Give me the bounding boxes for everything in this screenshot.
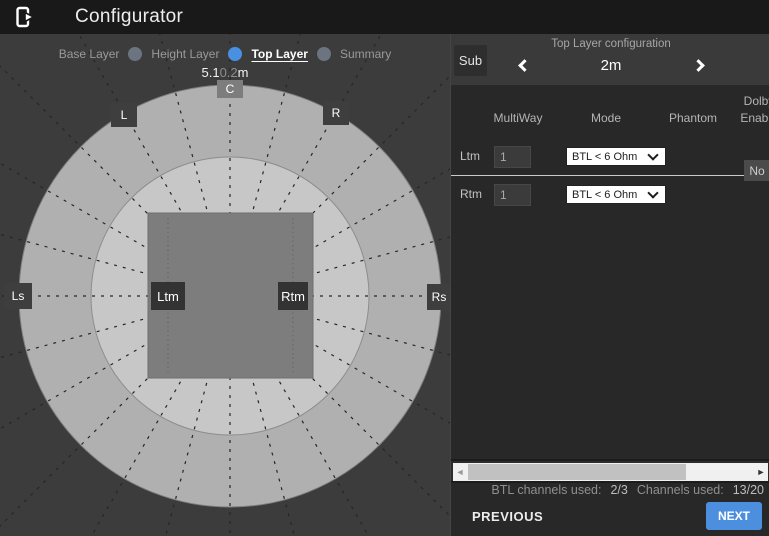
speaker-marker-ls: Ls xyxy=(4,283,32,309)
btl-channels-value: 2/3 xyxy=(610,483,628,497)
table-row-ltm: Ltm BTL < 6 Ohm xyxy=(451,138,769,175)
column-header-dolby-line2: Enable xyxy=(740,111,769,125)
channels-status-row: BTL channels used: 2/3 Channels used: 13… xyxy=(451,483,764,497)
step-dot-3 xyxy=(316,47,331,61)
exit-door-arrow-icon[interactable] xyxy=(13,5,37,29)
next-button[interactable]: NEXT xyxy=(706,502,762,530)
hscroll-strip: ◄ ► xyxy=(451,459,769,483)
page-title: Configurator xyxy=(75,6,184,27)
speaker-marker-rs: Rs xyxy=(427,284,450,310)
top-layer-config-panel: Sub Top Layer configuration 2m Dolby Mul… xyxy=(450,34,769,536)
dolby-enable-toggle[interactable]: No xyxy=(744,160,769,181)
table-row-rtm: Rtm BTL < 6 Ohm xyxy=(451,175,769,212)
top-bar: Configurator xyxy=(0,0,769,34)
speaker-marker-rtm: Rtm xyxy=(278,282,308,310)
multiway-input-rtm[interactable] xyxy=(494,184,531,206)
speaker-marker-c: C xyxy=(217,80,243,98)
horizontal-scrollbar[interactable]: ◄ ► xyxy=(453,463,768,481)
chevron-down-icon xyxy=(647,149,659,161)
channels-used-label: Channels used: xyxy=(636,483,724,497)
tab-summary[interactable]: Summary xyxy=(339,47,392,61)
distance-label: 5.10.2m xyxy=(201,65,249,80)
step-dot-1 xyxy=(128,47,143,61)
tab-base-layer[interactable]: Base Layer xyxy=(58,47,120,61)
chevron-left-icon[interactable] xyxy=(511,54,533,76)
multiway-input-ltm[interactable] xyxy=(494,146,531,168)
layer-tabs: Base Layer Height Layer Top Layer Summar… xyxy=(0,47,450,61)
previous-button[interactable]: PREVIOUS xyxy=(472,509,544,524)
channels-used-value: 13/20 xyxy=(732,483,764,497)
speaker-marker-l: L xyxy=(111,103,137,127)
surround-placement-chart xyxy=(0,34,450,536)
layer-height-stepper: 2m xyxy=(511,54,711,76)
step-dot-2-active xyxy=(228,47,243,61)
layer-height-value: 2m xyxy=(600,56,622,74)
config-header-strip: Sub Top Layer configuration 2m xyxy=(451,34,769,85)
btl-channels-label: BTL channels used: xyxy=(491,483,602,497)
tab-top-layer[interactable]: Top Layer xyxy=(251,47,308,61)
tab-height-layer[interactable]: Height Layer xyxy=(151,47,220,61)
scrollbar-thumb[interactable] xyxy=(468,464,686,480)
speaker-marker-ltm: Ltm xyxy=(151,282,185,310)
mode-select-ltm[interactable]: BTL < 6 Ohm xyxy=(566,147,666,166)
scroll-right-arrow-icon[interactable]: ► xyxy=(756,467,766,477)
chevron-down-icon xyxy=(647,187,659,199)
row-label-ltm: Ltm xyxy=(460,149,481,163)
wizard-footer: PREVIOUS NEXT xyxy=(451,499,769,536)
column-header-mode: Mode xyxy=(590,111,622,125)
chevron-right-icon[interactable] xyxy=(689,54,711,76)
sub-tab[interactable]: Sub xyxy=(454,45,487,76)
speaker-marker-r: R xyxy=(323,101,349,125)
scroll-left-arrow-icon[interactable]: ◄ xyxy=(455,467,465,477)
column-header-phantom: Phantom xyxy=(668,111,718,125)
column-header-multiway: MultiWay xyxy=(493,111,543,125)
mode-select-rtm[interactable]: BTL < 6 Ohm xyxy=(566,185,666,204)
column-header-dolby-line1: Dolby xyxy=(743,94,769,108)
row-label-rtm: Rtm xyxy=(460,187,482,201)
speaker-layout-panel: Base Layer Height Layer Top Layer Summar… xyxy=(0,34,450,536)
config-panel-title: Top Layer configuration xyxy=(551,38,671,50)
